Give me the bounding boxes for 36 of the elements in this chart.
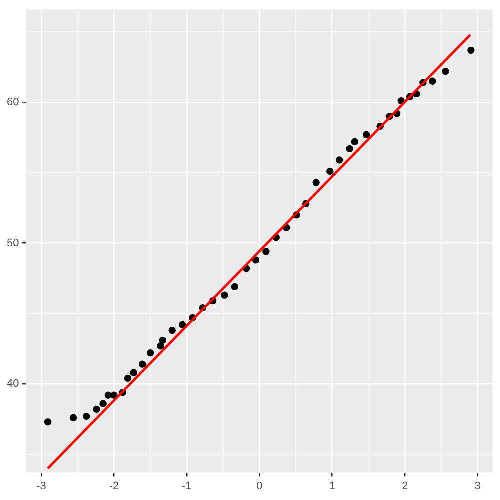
point bbox=[100, 400, 107, 408]
point bbox=[44, 418, 52, 426]
y-tick-label: 60 bbox=[6, 96, 20, 109]
point bbox=[168, 327, 176, 334]
point bbox=[70, 414, 78, 422]
x-tick-label: -1 bbox=[182, 480, 192, 492]
point bbox=[93, 406, 100, 414]
point bbox=[138, 360, 146, 368]
point bbox=[252, 256, 260, 264]
point bbox=[159, 336, 167, 344]
point bbox=[124, 374, 132, 382]
point bbox=[442, 68, 450, 76]
x-tick-label: 0 bbox=[256, 480, 263, 492]
point bbox=[468, 46, 475, 54]
point bbox=[146, 350, 154, 357]
point bbox=[362, 131, 370, 139]
x-tick-label: -3 bbox=[36, 480, 46, 492]
point bbox=[429, 78, 436, 86]
point bbox=[130, 369, 138, 376]
point bbox=[312, 179, 320, 186]
y-tick-label: 40 bbox=[6, 378, 20, 390]
x-tick-label: 3 bbox=[474, 480, 481, 492]
x-tick-label: 2 bbox=[402, 480, 408, 492]
point bbox=[178, 321, 186, 329]
point bbox=[157, 342, 164, 350]
point bbox=[351, 138, 358, 146]
point bbox=[346, 145, 354, 153]
point bbox=[221, 292, 228, 300]
point bbox=[231, 283, 238, 291]
point bbox=[336, 156, 344, 164]
x-tick-label: 1 bbox=[329, 480, 336, 492]
point bbox=[262, 248, 270, 256]
x-tick-label: -2 bbox=[109, 480, 120, 492]
point bbox=[82, 412, 90, 420]
point bbox=[326, 168, 334, 176]
y-tick-label: 50 bbox=[6, 237, 20, 250]
